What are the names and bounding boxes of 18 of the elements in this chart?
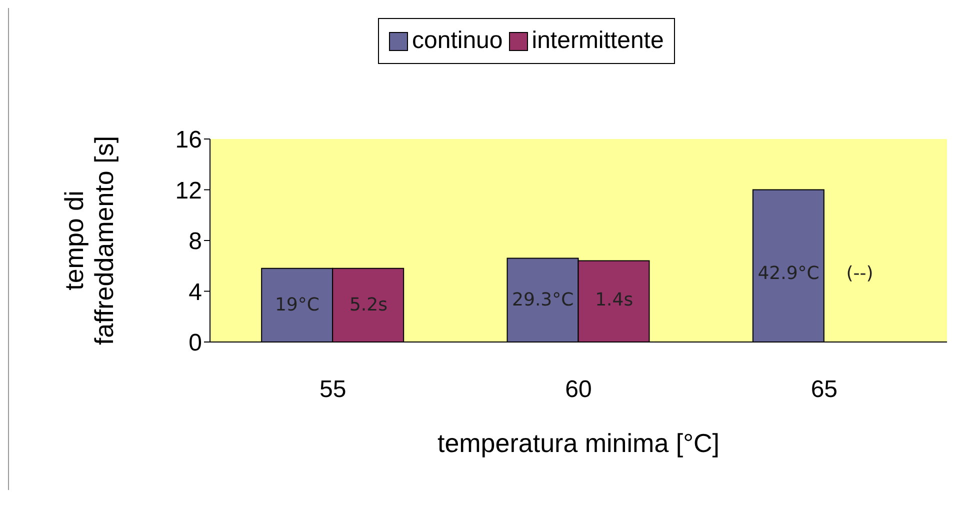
legend-label: continuo xyxy=(412,27,503,55)
legend-label: intermittente xyxy=(532,27,664,55)
annotation: 19°C xyxy=(274,294,320,316)
x-tick-label: 60 xyxy=(565,376,592,404)
y-tick-label: 12 xyxy=(175,177,202,204)
x-tick-label: 55 xyxy=(319,376,346,404)
y-tick-label: 4 xyxy=(188,278,202,306)
x-tick-label: 65 xyxy=(810,376,838,404)
y-axis-title: tempo di faffreddamento [s] xyxy=(59,136,119,346)
annotation: 42.9°C xyxy=(758,262,820,284)
annotation: 1.4s xyxy=(595,290,634,311)
annotation: 5.2s xyxy=(349,294,388,316)
annotation: (--) xyxy=(846,262,874,284)
y-tick-label: 16 xyxy=(175,126,202,154)
y-tick-label: 8 xyxy=(188,228,202,256)
annotation: 29.3°C xyxy=(512,290,574,311)
x-axis-title: temperatura minima [°C] xyxy=(437,428,720,458)
y-tick-label: 0 xyxy=(188,330,202,357)
